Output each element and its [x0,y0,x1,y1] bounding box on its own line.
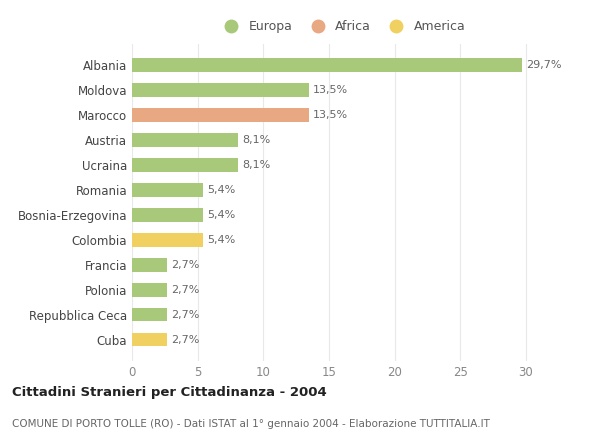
Bar [132,233,203,247]
Text: 13,5%: 13,5% [313,110,348,120]
Bar [132,83,309,97]
Bar [132,333,167,346]
Text: 2,7%: 2,7% [172,334,200,345]
Text: 13,5%: 13,5% [313,85,348,95]
Text: 29,7%: 29,7% [526,60,561,70]
Text: COMUNE DI PORTO TOLLE (RO) - Dati ISTAT al 1° gennaio 2004 - Elaborazione TUTTIT: COMUNE DI PORTO TOLLE (RO) - Dati ISTAT … [12,419,490,429]
Bar [132,158,238,172]
Bar [132,108,309,122]
Bar [132,308,167,322]
Legend: Europa, Africa, America: Europa, Africa, America [214,15,470,38]
Bar [132,183,203,197]
Text: 5,4%: 5,4% [207,235,235,245]
Text: 2,7%: 2,7% [172,285,200,295]
Text: 5,4%: 5,4% [207,210,235,220]
Bar [132,133,238,147]
Bar [132,258,167,271]
Text: 8,1%: 8,1% [242,135,271,145]
Text: 5,4%: 5,4% [207,185,235,195]
Bar [132,283,167,297]
Text: 2,7%: 2,7% [172,310,200,319]
Text: 8,1%: 8,1% [242,160,271,170]
Text: Cittadini Stranieri per Cittadinanza - 2004: Cittadini Stranieri per Cittadinanza - 2… [12,386,327,399]
Text: 2,7%: 2,7% [172,260,200,270]
Bar [132,208,203,222]
Bar [132,59,522,72]
